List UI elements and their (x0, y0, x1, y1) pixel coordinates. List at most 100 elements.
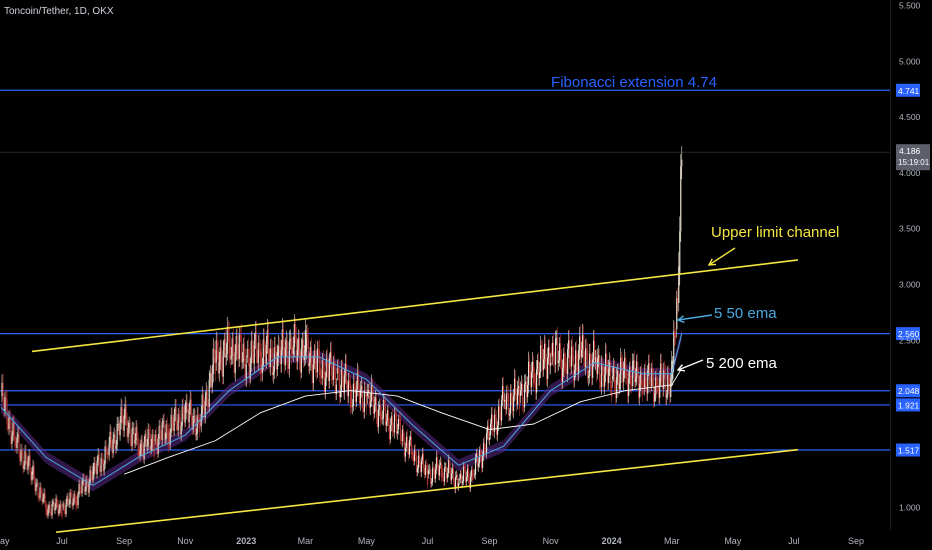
candle-body (369, 401, 372, 408)
candle-body (496, 425, 499, 435)
candle-body (509, 392, 512, 414)
candle-body (108, 443, 110, 456)
candle-body (104, 446, 106, 464)
candle-body (461, 481, 464, 484)
candle-body (291, 345, 293, 355)
candle-body (568, 340, 570, 350)
candle-body (637, 361, 639, 378)
annotation-ema-50: 5 50 ema (714, 305, 777, 322)
candle-body (259, 349, 261, 375)
candle-body (569, 340, 571, 364)
x-tick-label: Mar (298, 536, 314, 546)
candle-body (162, 420, 164, 423)
candle-body (214, 357, 216, 375)
candle-body (491, 414, 494, 430)
candle-body (368, 390, 371, 408)
candle-body (679, 231, 681, 274)
candle-body (331, 375, 333, 380)
candle-body (474, 457, 477, 475)
candle-body (373, 404, 376, 414)
candle-body (658, 386, 660, 398)
candle-body (538, 360, 540, 379)
candle-body (164, 438, 166, 440)
candle-body (468, 479, 471, 489)
candle-body (648, 363, 650, 371)
x-tick-label: May (358, 536, 376, 546)
candle-body (219, 347, 221, 363)
candle-body (625, 357, 627, 379)
candle-body (444, 466, 447, 468)
candle-body (197, 414, 199, 419)
x-tick-label: Jul (422, 536, 434, 546)
candle-body (243, 343, 245, 359)
candle-body (595, 357, 597, 363)
candle-body (9, 416, 11, 426)
candle-body (647, 370, 649, 394)
candle-body (153, 446, 155, 457)
candle-body (582, 334, 584, 350)
candle-body (278, 345, 280, 347)
candle-body (503, 399, 506, 402)
candle-body (21, 450, 23, 454)
candle-body (580, 336, 582, 358)
candle-body (60, 503, 62, 513)
candle-body (550, 363, 552, 366)
candle-body (681, 159, 683, 167)
current-price-label: 4.186 (899, 146, 921, 156)
candle-body (217, 350, 219, 374)
candle-body (499, 413, 502, 421)
candle-body (182, 406, 184, 414)
candle-body (321, 360, 323, 379)
candle-body (397, 419, 400, 430)
candle-body (37, 483, 39, 498)
annotation-ema-200: 5 200 ema (706, 355, 778, 372)
level-badge-label: 2.048 (898, 386, 920, 396)
candle-body (619, 382, 621, 390)
candle-body (544, 343, 546, 360)
candle-body (378, 405, 381, 410)
candle-body (266, 330, 268, 345)
candle-body (620, 357, 622, 383)
candle-body (432, 467, 435, 470)
candle-body (622, 362, 624, 383)
candle-body (505, 393, 508, 410)
candle-body (98, 454, 100, 469)
candle-body (101, 458, 103, 460)
candle-body (634, 360, 636, 383)
candle-body (401, 429, 404, 441)
candle-body (170, 414, 172, 433)
candle-body (339, 390, 341, 398)
candle-body (476, 453, 479, 467)
candle-body (190, 399, 192, 418)
y-tick-label: 5.500 (899, 1, 921, 11)
candle-body (229, 345, 231, 360)
candle-body (348, 380, 350, 384)
candle-body (247, 348, 249, 358)
candle-body (253, 340, 255, 364)
candle-body (256, 357, 258, 364)
candle-body (566, 366, 568, 375)
candle-body (664, 370, 666, 374)
candle-body (148, 429, 150, 434)
candle-body (657, 384, 659, 387)
candle-body (383, 400, 386, 406)
candle-body (66, 496, 68, 503)
candle-body (227, 326, 229, 333)
arrow-ema-200 (677, 359, 704, 371)
candle-body (433, 469, 436, 479)
candle-body (295, 336, 297, 362)
candle-body (23, 465, 25, 469)
candle-body (631, 384, 633, 387)
candle-body (292, 347, 294, 355)
candle-body (589, 353, 591, 376)
candle-body (231, 338, 233, 356)
candle-body (601, 365, 603, 388)
candle-body (52, 501, 54, 504)
candle-body (340, 369, 342, 391)
candle-body (116, 424, 118, 446)
candle-body (102, 458, 104, 472)
candle-body (455, 475, 458, 478)
candle-body (168, 429, 170, 445)
candle-body (525, 381, 528, 398)
